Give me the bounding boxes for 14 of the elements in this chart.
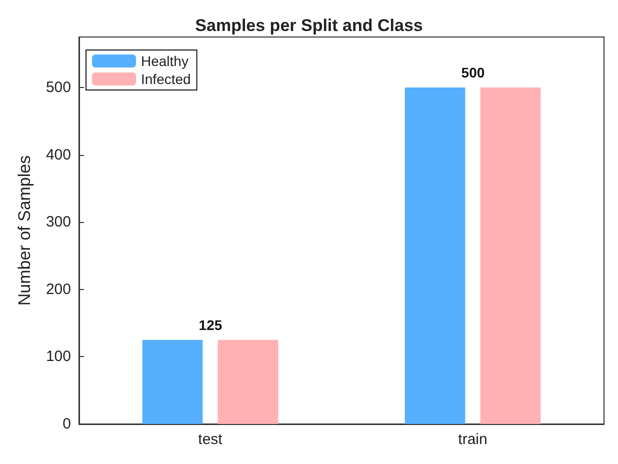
x-tick-label: train xyxy=(458,431,488,448)
y-tick-label: 200 xyxy=(46,280,71,298)
data-label: 125 xyxy=(198,316,222,333)
y-tick-label: 300 xyxy=(46,214,71,231)
data-label: 500 xyxy=(461,64,485,80)
y-tick-label: 500 xyxy=(46,78,71,96)
y-tick-label: 0 xyxy=(62,416,71,432)
y-tick-label: 400 xyxy=(46,146,71,164)
x-tick-label: test xyxy=(198,431,224,448)
chart-title: Samples per Split and Class xyxy=(195,16,423,35)
y-tick-label: 100 xyxy=(46,348,71,366)
legend-label: Infected xyxy=(141,71,191,87)
y-axis-title: Number of Samples xyxy=(15,155,34,306)
legend-label: Healthy xyxy=(141,53,188,69)
